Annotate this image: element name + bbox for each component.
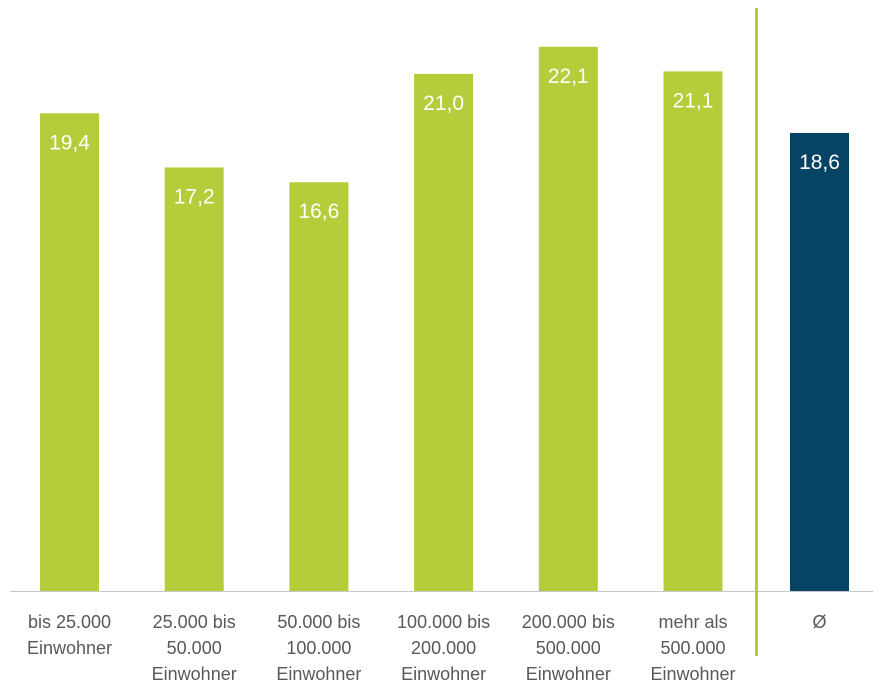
- category-label-line: 50.000: [167, 638, 222, 658]
- category-label-5: 200.000 bis 500.000 Einwohner: [522, 612, 615, 684]
- category-label-line: 500.000: [536, 638, 601, 658]
- bar-4: [414, 73, 474, 591]
- category-label-7: Ø: [812, 612, 826, 632]
- value-label-1: 19,4: [49, 131, 90, 154]
- category-label-line: mehr als: [658, 612, 727, 632]
- category-label-line: Ø: [812, 612, 826, 632]
- value-label-7: 18,6: [799, 151, 840, 174]
- category-label-3: 50.000 bis 100.000 Einwohner: [276, 612, 361, 684]
- category-label-line: Einwohner: [276, 664, 361, 684]
- category-label-line: 50.000 bis: [277, 612, 360, 632]
- category-label-line: 25.000 bis: [153, 612, 236, 632]
- category-label-line: 100.000 bis: [397, 612, 490, 632]
- category-label-line: 500.000: [660, 638, 725, 658]
- category-label-line: Einwohner: [526, 664, 611, 684]
- bar-2: [164, 167, 224, 591]
- bar-5: [538, 46, 598, 592]
- category-label-line: Einwohner: [401, 664, 486, 684]
- value-label-5: 22,1: [548, 65, 589, 88]
- category-label-line: 100.000: [286, 638, 351, 658]
- category-label-6: mehr als 500.000 Einwohner: [650, 612, 735, 684]
- category-label-2: 25.000 bis 50.000 Einwohner: [152, 612, 237, 684]
- bar-7: [790, 132, 849, 591]
- bar-6: [663, 71, 723, 592]
- value-label-3: 16,6: [298, 200, 339, 223]
- value-label-6: 21,1: [673, 89, 714, 112]
- value-label-2: 17,2: [174, 185, 215, 208]
- category-label-line: bis 25.000: [28, 612, 111, 632]
- bar-3: [289, 182, 349, 591]
- category-label-1: bis 25.000 Einwohner: [27, 612, 112, 658]
- category-label-line: Einwohner: [27, 638, 112, 658]
- bars-group: [40, 46, 849, 592]
- value-labels-group: 19,4 17,2 16,6 21,0 22,1 21,1 18,6: [49, 65, 840, 223]
- category-label-line: Einwohner: [650, 664, 735, 684]
- category-label-line: 200.000: [411, 638, 476, 658]
- category-label-4: 100.000 bis 200.000 Einwohner: [397, 612, 490, 684]
- category-label-line: Einwohner: [152, 664, 237, 684]
- category-label-line: 200.000 bis: [522, 612, 615, 632]
- value-label-4: 21,0: [423, 92, 464, 115]
- bar-1: [40, 113, 99, 592]
- category-labels-group: bis 25.000 Einwohner 25.000 bis 50.000 Einwo…: [27, 612, 827, 684]
